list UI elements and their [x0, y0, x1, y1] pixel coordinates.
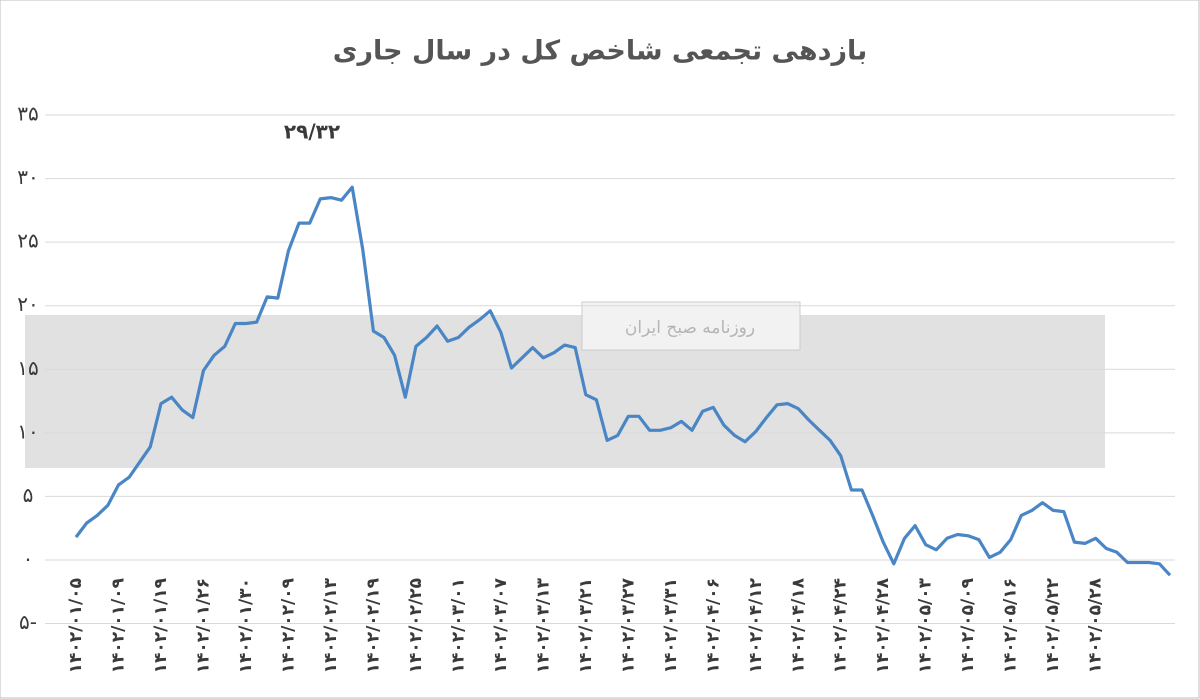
y-tick-label: ۲۵ [17, 229, 38, 253]
x-tick-label: ۱۴۰۲/۰۴/۱۸ [788, 577, 808, 673]
x-tick-label: ۱۴۰۲/۰۴/۲۸ [873, 577, 893, 673]
x-tick-label: ۱۴۰۲/۰۱/۱۹ [151, 577, 171, 673]
x-tick-label: ۱۴۰۲/۰۲/۲۵ [406, 578, 426, 673]
y-tick-label: ۱۰ [17, 419, 38, 443]
x-tick-label: ۱۴۰۲/۰۴/۲۴ [831, 578, 851, 673]
watermark: روزنامه صبح ایران [625, 318, 755, 338]
x-tick-label: ۱۴۰۲/۰۵/۰۹ [958, 577, 978, 673]
y-tick-label: ۱۵ [17, 356, 38, 380]
plot: ۵- ۰ ۵ ۱۰ ۱۵ ۲۰ ۲۵ ۳۰ ۳۵ ۱۴۰۲/۰۱/۰۵ ۱۴۰۲/۰۱/۰۹ ۱۴۰۲… [17, 102, 1175, 673]
x-tick-label: ۱۴۰۲/۰۵/۰۳ [916, 577, 936, 673]
y-tick-label: ۳۵ [17, 102, 38, 126]
x-tick-label: ۱۴۰۲/۰۳/۰۷ [491, 577, 511, 673]
y-tick-label: ۰ [23, 546, 34, 570]
x-tick-label: ۱۴۰۲/۰۵/۱۶ [1001, 578, 1021, 673]
annotation: ۲۹/۳۲ [284, 120, 340, 144]
chart-title: بازدهی تجمعی شاخص کل در سال جاری [333, 36, 868, 67]
x-tick-label: ۱۴۰۲/۰۱/۰۵ [66, 578, 86, 673]
watermark-box [581, 301, 801, 351]
x-tick-label: ۱۴۰۲/۰۳/۲۷ [618, 577, 638, 673]
y-tick-label: ۲۰ [17, 292, 38, 316]
x-tick-label: ۱۴۰۲/۰۴/۱۲ [746, 577, 766, 673]
watermark-band [25, 315, 1105, 468]
x-tick-label: ۱۴۰۲/۰۵/۲۸ [1086, 577, 1106, 673]
x-tick-label: ۱۴۰۲/۰۲/۱۹ [363, 577, 383, 673]
x-tick-label: ۱۴۰۲/۰۳/۳۱ [661, 578, 681, 673]
x-tick-label: ۱۴۰۲/۰۴/۰۶ [703, 578, 723, 673]
y-tick-label: ۵- [19, 610, 37, 634]
y-tick-label: ۵ [23, 483, 34, 507]
line [74, 185, 1172, 577]
x-tick-label: ۱۴۰۲/۰۲/۱۳ [321, 577, 341, 673]
x-tick-label: ۱۴۰۲/۰۱/۲۶ [193, 578, 213, 673]
x-tick-label: ۱۴۰۲/۰۱/۰۹ [108, 577, 128, 673]
x-tick-label: ۱۴۰۲/۰۳/۱۳ [533, 577, 553, 673]
y-tick-label: ۳۰ [17, 165, 38, 189]
x-tick-label: ۱۴۰۲/۰۱/۳۰ [236, 578, 256, 673]
x-tick-label: ۱۴۰۲/۰۳/۲۱ [576, 578, 596, 673]
x-tick-label: ۱۴۰۲/۰۵/۲۲ [1043, 577, 1063, 673]
x-tick-label: ۱۴۰۲/۰۳/۰۱ [448, 578, 468, 673]
x-tick-label: ۱۴۰۲/۰۲/۰۹ [278, 577, 298, 673]
